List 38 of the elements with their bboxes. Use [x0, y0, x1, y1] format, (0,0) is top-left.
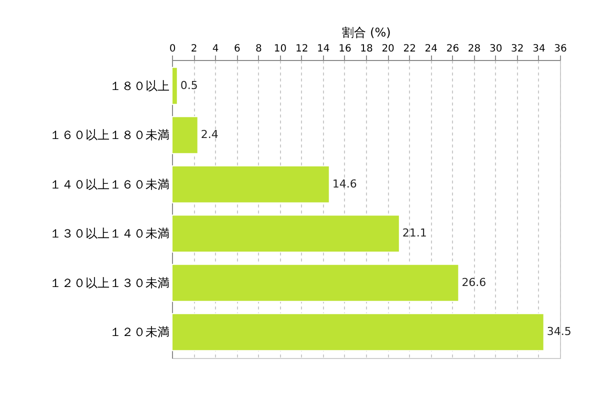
data-label: 0.5 [180, 78, 198, 92]
bar [172, 264, 460, 302]
y-tick-label: １３０以上１４０未満 [50, 226, 170, 241]
x-tick-label: 26 [446, 44, 460, 54]
x-tick-label: 0 [169, 44, 176, 54]
x-tick-label: 22 [403, 44, 416, 54]
x-tick-label: 16 [338, 44, 352, 54]
x-tick-label: 8 [256, 44, 262, 54]
y-tick-label: １６０以上１８０未満 [50, 128, 170, 142]
x-tick-label: 12 [295, 44, 308, 54]
x-tick-label: 32 [511, 44, 524, 54]
data-label: 26.6 [462, 276, 486, 289]
y-tick-label: １４０以上１６０未満 [50, 177, 170, 192]
bar [172, 214, 400, 253]
x-tick-label: 18 [360, 44, 373, 54]
x-tick-label: 10 [274, 44, 287, 54]
bar [172, 165, 330, 204]
bar [172, 313, 544, 352]
x-tick-label: 30 [489, 44, 502, 54]
x-tick-label: 20 [382, 44, 394, 54]
x-tick-label: 36 [554, 44, 567, 54]
x-tick-label: 34 [532, 44, 546, 54]
x-tick-label: 24 [424, 44, 438, 54]
y-tick-label: １２０以上１３０未満 [50, 276, 170, 290]
x-tick-label: 14 [317, 44, 330, 54]
data-label: 34.5 [546, 325, 572, 338]
x-tick-label: 28 [468, 44, 481, 54]
y-tick-label: １２０未満 [110, 325, 170, 340]
x-tick-label: 6 [234, 44, 240, 54]
data-label: 2.4 [200, 128, 218, 142]
bar [172, 66, 178, 105]
x-tick-label: 2 [190, 44, 198, 54]
data-label: 21.1 [402, 226, 427, 240]
bar [172, 116, 198, 154]
x-tick-label: 4 [212, 44, 219, 54]
data-label: 14.6 [332, 177, 357, 190]
y-tick-label: １８０以上 [110, 78, 170, 93]
x-axis-title: 割合 (%) [342, 26, 391, 40]
